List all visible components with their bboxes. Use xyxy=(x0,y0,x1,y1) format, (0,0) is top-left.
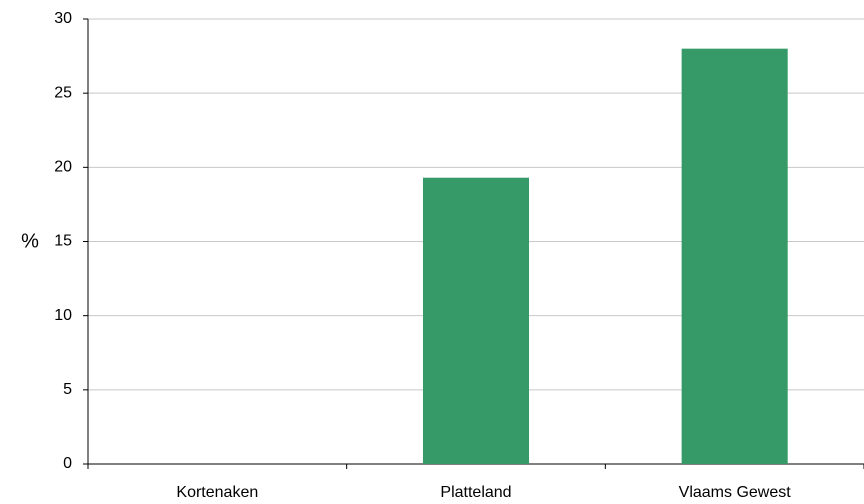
y-tick-label: 0 xyxy=(63,455,72,472)
y-tick-label: 30 xyxy=(54,10,72,27)
bar xyxy=(681,48,788,465)
x-tick-label: Vlaams Gewest xyxy=(679,484,792,501)
y-tick-label: 20 xyxy=(54,159,72,176)
x-tick-label: Kortenaken xyxy=(176,484,258,501)
y-tick-label: 10 xyxy=(54,307,72,324)
x-tick-label: Platteland xyxy=(440,484,511,501)
y-tick-label: 5 xyxy=(63,381,72,398)
y-tick-label: 15 xyxy=(54,233,72,250)
bar xyxy=(422,177,530,464)
y-axis-label: % xyxy=(21,230,39,252)
y-tick-label: 25 xyxy=(54,84,72,101)
